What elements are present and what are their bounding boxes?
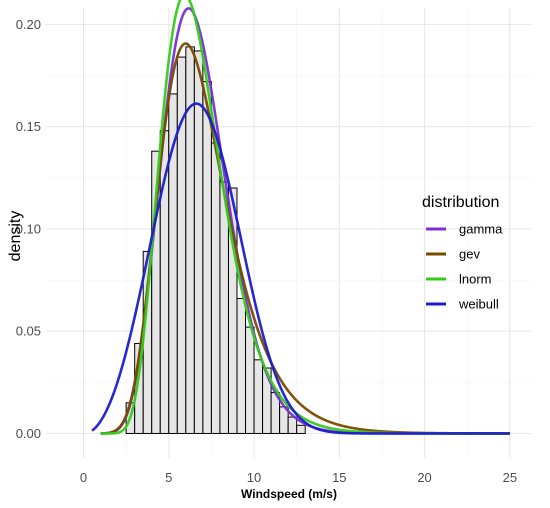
x-tick-label: 5: [165, 470, 172, 485]
x-tick-label: 0: [80, 470, 87, 485]
histogram-bar: [193, 50, 204, 434]
y-tick-label: 0.10: [16, 221, 41, 236]
x-tick-label: 25: [503, 470, 517, 485]
legend-label-lnorm: lnorm: [459, 272, 492, 287]
histogram-bar: [287, 416, 298, 434]
legend-label-gev: gev: [459, 247, 480, 262]
x-axis-title: Windspeed (m/s): [241, 487, 337, 501]
y-axis-title: density: [7, 211, 24, 262]
legend-title: distribution: [422, 194, 499, 211]
tick-labels: 0 5 10 15 20 25 0.00 0.05 0.10 0.15 0.20: [16, 17, 517, 485]
y-tick-label: 0.00: [16, 426, 41, 441]
histogram-bar: [210, 142, 221, 434]
histogram-bar: [202, 81, 212, 434]
x-tick-label: 20: [417, 470, 431, 485]
legend: distribution gamma gev lnorm weibull: [422, 194, 503, 312]
y-tick-label: 0.15: [16, 119, 41, 134]
x-tick-label: 10: [247, 470, 261, 485]
density-curves: [91, 0, 511, 435]
legend-label-gamma: gamma: [459, 222, 503, 237]
histogram-bar: [296, 424, 306, 434]
histogram-bar: [236, 297, 247, 434]
density-curve-weibull: [91, 102, 511, 435]
y-tick-label: 0.20: [16, 17, 41, 32]
legend-label-weibull: weibull: [458, 297, 499, 312]
x-tick-label: 15: [332, 470, 346, 485]
histogram-bar: [253, 359, 264, 434]
y-tick-label: 0.05: [16, 324, 41, 339]
histogram-bar: [245, 326, 255, 434]
